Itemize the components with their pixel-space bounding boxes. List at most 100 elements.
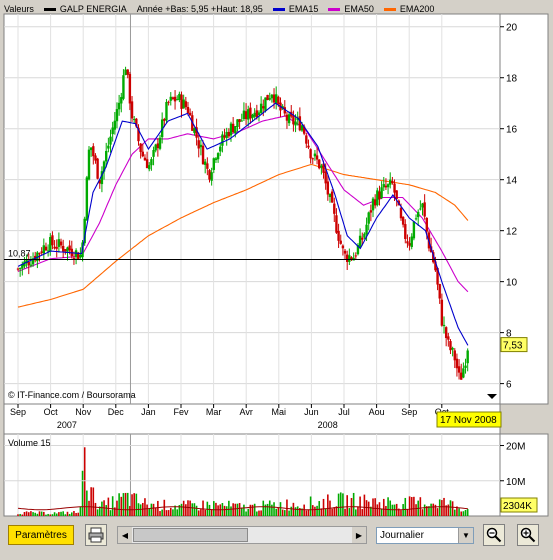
month-tick-label: Avr — [240, 407, 253, 417]
date-badge — [436, 411, 502, 428]
legend-ema50: EMA50 — [328, 4, 374, 14]
candle-up — [150, 159, 153, 166]
scroll-down-icon[interactable] — [487, 394, 497, 399]
scroll-thumb[interactable] — [133, 528, 248, 542]
candle-down — [197, 140, 200, 149]
candle-up — [113, 120, 117, 130]
range-text: Année +Bas: 5,95 +Haut: 18,95 — [136, 4, 263, 14]
zoom-in-button[interactable] — [517, 524, 539, 546]
candle-up — [160, 119, 164, 138]
month-tick-label: Mar — [206, 407, 222, 417]
candle-up — [410, 236, 413, 247]
candle-up — [124, 69, 127, 76]
candle-down — [444, 327, 448, 339]
period-select-value: Journalier — [380, 530, 424, 541]
candle-up — [371, 198, 375, 211]
candle-down — [455, 358, 459, 369]
parametres-button[interactable]: Paramètres — [8, 525, 74, 545]
candle-up — [42, 245, 46, 254]
candle-up — [169, 96, 172, 101]
price-y-tick-label: 20 — [506, 23, 518, 34]
candle-up — [264, 97, 267, 111]
candle-down — [188, 112, 192, 116]
price-y-tick-label: 12 — [506, 227, 518, 238]
time-scrollbar[interactable]: ◀ ▶ — [117, 526, 367, 544]
print-button[interactable] — [85, 524, 107, 546]
month-tick-label: Jan — [141, 407, 156, 417]
scroll-left-icon[interactable]: ◀ — [118, 527, 132, 543]
month-tick-label: Sep — [10, 407, 26, 417]
candle-down — [447, 336, 450, 340]
ema50-swatch — [328, 7, 341, 11]
reference-line-group: 10,87 — [4, 248, 500, 260]
candle-down — [315, 155, 319, 160]
candle-down — [302, 126, 306, 134]
candle-down — [130, 101, 134, 119]
candle-up — [257, 112, 261, 116]
candle-up — [182, 99, 185, 109]
candle-up — [117, 102, 121, 110]
candle-down — [373, 199, 377, 206]
candle-down — [440, 299, 444, 326]
candle-down — [318, 159, 321, 169]
candle-down — [434, 261, 437, 271]
candle-up — [203, 161, 207, 165]
chevron-down-icon[interactable]: ▼ — [458, 528, 473, 543]
candle-up — [363, 233, 366, 238]
zoom-out-icon — [486, 527, 502, 543]
candle-up — [313, 153, 317, 157]
price-y-tick-label: 16 — [506, 125, 518, 136]
zoom-out-button[interactable] — [483, 524, 505, 546]
month-tick-label: Mai — [272, 407, 287, 417]
candle-up — [107, 145, 110, 149]
candle-up — [214, 158, 218, 161]
candle-down — [137, 127, 140, 142]
candle-down — [27, 261, 30, 266]
month-tick-label: Sep — [401, 407, 417, 417]
price-y-tick-label: 10 — [506, 278, 518, 289]
candle-down — [341, 245, 345, 249]
candle-down — [40, 251, 43, 253]
ema15-line — [17, 102, 469, 346]
candle-down — [298, 116, 302, 131]
candle-down — [96, 158, 99, 179]
candle-down — [184, 101, 188, 108]
volume-y-axis: 10M 20M — [4, 442, 525, 488]
candle-down — [156, 143, 160, 149]
candle-down — [195, 127, 198, 138]
candle-down — [186, 107, 190, 114]
period-select[interactable]: Journalier ▼ — [376, 527, 474, 544]
volume-y-tick-label: 10M — [506, 477, 525, 488]
volume-bars — [17, 447, 469, 516]
candle-down — [408, 243, 411, 246]
month-tick-label: Jun — [304, 407, 319, 417]
candle-up — [242, 110, 246, 119]
candle-down — [163, 119, 166, 121]
scroll-right-icon[interactable]: ▶ — [352, 527, 366, 543]
volume-title: Volume 15 — [8, 438, 51, 448]
candle-up — [382, 184, 385, 188]
candle-up — [120, 97, 123, 104]
candle-up — [31, 258, 35, 265]
last-price-label: 7,53 — [503, 341, 523, 352]
candle-up — [219, 146, 222, 152]
candle-up — [83, 218, 86, 244]
candle-down — [167, 101, 170, 103]
candle-up — [358, 235, 362, 248]
candle-up — [109, 136, 112, 145]
candle-up — [132, 119, 136, 121]
candle-down — [51, 235, 54, 246]
candle-down — [38, 253, 41, 255]
candle-up — [115, 109, 119, 122]
candle-down — [145, 159, 149, 169]
volume-average-line — [17, 506, 468, 511]
time-axis-panel — [3, 403, 501, 435]
ema15-layer — [17, 102, 469, 346]
last-price-badge — [500, 337, 528, 353]
candle-up — [18, 268, 22, 270]
candle-up — [442, 324, 446, 326]
month-tick-label: Jul — [338, 407, 350, 417]
candle-down — [283, 107, 286, 114]
candle-down — [227, 131, 231, 137]
candle-up — [46, 250, 50, 252]
